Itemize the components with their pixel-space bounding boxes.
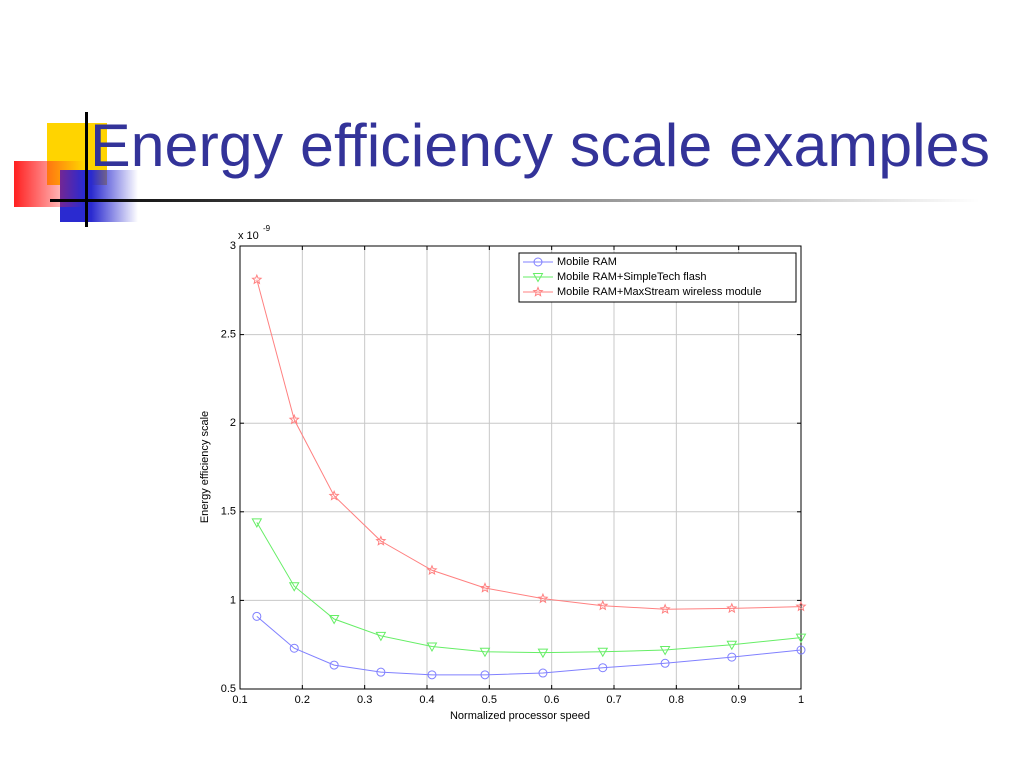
chart: x 10 -9 Normalized processor speed Energ… bbox=[199, 224, 590, 722]
y-tick-label: 3 bbox=[230, 240, 236, 252]
marker bbox=[427, 670, 437, 680]
marker bbox=[532, 273, 544, 283]
marker bbox=[795, 633, 807, 644]
x-tick-label: 0.8 bbox=[669, 694, 684, 706]
x-tick-label: 0.7 bbox=[606, 694, 621, 706]
deco-hline bbox=[50, 199, 980, 202]
marker bbox=[532, 286, 544, 297]
marker bbox=[251, 273, 263, 285]
marker bbox=[597, 599, 609, 611]
marker bbox=[480, 670, 490, 680]
y-tick-label: 2 bbox=[230, 417, 236, 429]
slide-title: Energy efficiency scale examples bbox=[90, 112, 990, 179]
marker bbox=[598, 663, 608, 673]
marker bbox=[479, 582, 491, 593]
marker bbox=[289, 643, 299, 653]
x-tick-label: 0.2 bbox=[295, 694, 310, 706]
marker bbox=[537, 648, 549, 659]
x-tick-label: 1 bbox=[798, 694, 804, 706]
marker bbox=[795, 600, 807, 612]
x-tick-label: 0.5 bbox=[482, 694, 497, 706]
x-tick-label: 0.1 bbox=[232, 694, 247, 706]
marker bbox=[426, 564, 438, 575]
marker bbox=[288, 582, 300, 592]
marker bbox=[538, 668, 548, 678]
y-tick-label: 1 bbox=[230, 594, 236, 606]
marker bbox=[426, 642, 438, 652]
marker bbox=[660, 658, 670, 668]
x-tick-label: 0.9 bbox=[731, 694, 746, 706]
marker bbox=[727, 652, 737, 662]
y-multiplier: x 10 bbox=[238, 230, 259, 242]
marker bbox=[659, 646, 671, 656]
marker bbox=[375, 535, 387, 546]
marker bbox=[659, 603, 671, 614]
marker bbox=[328, 615, 340, 625]
marker bbox=[252, 611, 262, 621]
y-tick-label: 1.5 bbox=[221, 506, 236, 518]
y-multiplier-exponent: -9 bbox=[263, 224, 271, 233]
marker bbox=[597, 647, 609, 658]
marker bbox=[288, 413, 300, 425]
marker bbox=[251, 518, 263, 528]
x-tick-label: 0.3 bbox=[357, 694, 372, 706]
marker bbox=[479, 647, 491, 658]
marker bbox=[329, 660, 339, 670]
legend-label: Mobile RAM bbox=[557, 256, 617, 268]
marker bbox=[376, 667, 386, 677]
legend-box bbox=[518, 252, 797, 303]
marker bbox=[537, 592, 549, 604]
marker bbox=[726, 602, 738, 614]
marker bbox=[796, 645, 806, 655]
y-axis-label: Energy efficiency scale bbox=[199, 411, 211, 523]
series-line bbox=[256, 522, 802, 654]
deco-vline bbox=[85, 112, 88, 227]
marker bbox=[533, 257, 543, 267]
series-line bbox=[256, 279, 802, 610]
x-tick-label: 0.6 bbox=[544, 694, 559, 706]
x-tick-label: 0.4 bbox=[419, 694, 434, 706]
marker bbox=[726, 640, 738, 651]
y-tick-label: 0.5 bbox=[221, 683, 236, 695]
y-tick-label: 2.5 bbox=[221, 329, 236, 341]
x-axis-label: Normalized processor speed bbox=[450, 710, 590, 722]
marker bbox=[328, 490, 340, 501]
plot-frame bbox=[239, 245, 802, 690]
series-line bbox=[256, 615, 802, 676]
legend-label: Mobile RAM+MaxStream wireless module bbox=[557, 286, 761, 298]
marker bbox=[375, 631, 387, 642]
legend-label: Mobile RAM+SimpleTech flash bbox=[557, 271, 706, 283]
